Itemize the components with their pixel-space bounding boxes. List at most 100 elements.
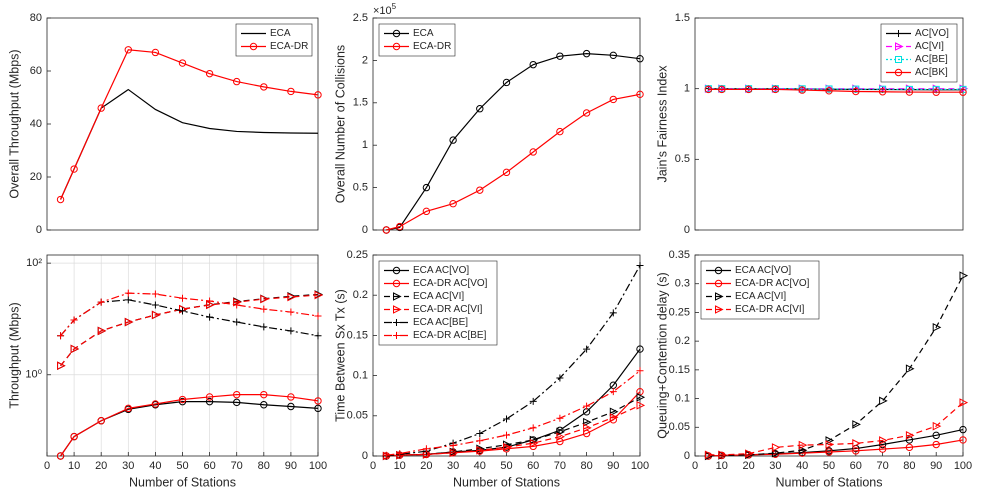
y-tick-label: 1.5 [675, 12, 690, 24]
y-tick-label: 0 [362, 224, 368, 236]
marker [704, 85, 713, 94]
marker [905, 88, 914, 96]
legend-label: ECA AC[VO] [735, 265, 791, 276]
marker [852, 87, 860, 96]
series-line [60, 294, 319, 367]
marker [556, 414, 564, 422]
marker [959, 88, 967, 96]
marker [771, 85, 780, 94]
y-tick-label: 0.25 [669, 306, 690, 318]
marker [382, 451, 390, 459]
legend: ECA AC[VO] ECA-DR AC[VO] ECA AC[VI] ECA-DR … [700, 260, 820, 320]
marker [556, 52, 564, 60]
marker [583, 423, 592, 433]
x-axis-label: Number of Stations [453, 475, 560, 489]
marker [959, 271, 969, 280]
x-tick-label: 40 [149, 460, 161, 472]
series-line [60, 292, 319, 337]
marker [392, 279, 401, 288]
y-tick-label: 0.15 [669, 364, 690, 376]
x-tick-label: 10 [68, 460, 80, 472]
legend-label: AC[VI] [915, 41, 944, 52]
marker [393, 319, 400, 326]
marker [529, 148, 537, 156]
series-line [386, 404, 641, 457]
marker [476, 446, 485, 455]
y-tick-label: 0.25 [347, 249, 368, 261]
marker [825, 448, 833, 456]
legend-label: ECA-DR [413, 41, 451, 52]
marker [878, 445, 887, 453]
axes-frame [46, 17, 319, 231]
y-tick-label: 20 [30, 171, 42, 183]
marker [583, 402, 591, 410]
x-tick-label: 100 [631, 460, 649, 472]
legend-label: ECA-DR AC[VO] [735, 278, 810, 289]
marker [771, 443, 781, 452]
marker [529, 424, 537, 432]
marker [178, 59, 187, 67]
y-tick-label: 10² [26, 257, 42, 269]
marker [206, 297, 214, 305]
marker [393, 292, 402, 301]
marker [260, 401, 268, 409]
marker [503, 415, 510, 423]
marker [57, 332, 65, 340]
marker [894, 68, 903, 77]
chart-panel: 0 0.05 0.1 0.15 0.2 0.25 0 10 20 30 40 50 60 70 80 90 10… [333, 249, 649, 489]
marker [56, 452, 65, 460]
marker [905, 443, 914, 452]
chart-panel: 10⁰ 10² 0 10 20 30 40 50 60 70 80 90 100 Throughput (… [7, 254, 327, 489]
marker [959, 425, 967, 434]
marker [636, 55, 644, 63]
x-tick-label: 20 [742, 460, 754, 472]
x-tick-label: 40 [474, 460, 486, 472]
y-axis-label: Overall Number of Collisions [333, 45, 347, 203]
x-tick-label: 0 [370, 460, 376, 472]
x-axis-label: Number of Stations [776, 475, 883, 489]
marker [895, 56, 902, 63]
marker [205, 69, 214, 78]
marker [636, 401, 646, 410]
marker [70, 316, 78, 324]
x-tick-label: 60 [527, 460, 539, 472]
series-line [60, 394, 319, 457]
marker [233, 398, 241, 407]
x-tick-label: 100 [309, 460, 327, 472]
marker [260, 323, 268, 331]
marker [392, 266, 401, 275]
marker [382, 226, 391, 234]
marker [249, 42, 258, 51]
marker [97, 326, 107, 336]
legend-label: AC[BK] [915, 67, 948, 78]
marker [449, 136, 457, 144]
y-tick-label: 0.5 [353, 182, 368, 194]
y-tick-label: 0 [362, 450, 368, 462]
marker [476, 437, 484, 445]
legend-label: ECA-DR AC[VI] [735, 304, 805, 315]
chart-panel: 0 0.5 1 1.5 2 2.5 Overall Number of Collisions… [333, 2, 644, 236]
legend-label: ECA AC[VI] [735, 291, 786, 302]
y-tick-label: 0.35 [669, 249, 690, 261]
x-tick-label: 80 [258, 460, 270, 472]
marker [179, 307, 186, 315]
legend: ECA AC[VO] ECA-DR AC[VO] ECA AC[VI] ECA-DR … [378, 260, 498, 346]
y-tick-label: 0.05 [669, 421, 690, 433]
marker [745, 449, 754, 459]
marker [852, 420, 861, 429]
x-tick-label: 30 [769, 460, 781, 472]
marker [905, 436, 914, 444]
x-tick-label: 0 [44, 460, 50, 472]
series-line [60, 49, 319, 200]
marker [260, 305, 268, 313]
x-tick-label: 30 [122, 460, 134, 472]
y-tick-label: 0.2 [353, 289, 368, 301]
legend-label: ECA-DR AC[BE] [413, 330, 487, 341]
marker [124, 404, 133, 413]
marker [314, 91, 322, 99]
legend-label: ECA [270, 28, 291, 39]
marker [124, 46, 133, 54]
x-axis-label: Number of Stations [129, 475, 236, 489]
x-tick-label: 100 [954, 460, 972, 472]
marker [715, 305, 724, 314]
